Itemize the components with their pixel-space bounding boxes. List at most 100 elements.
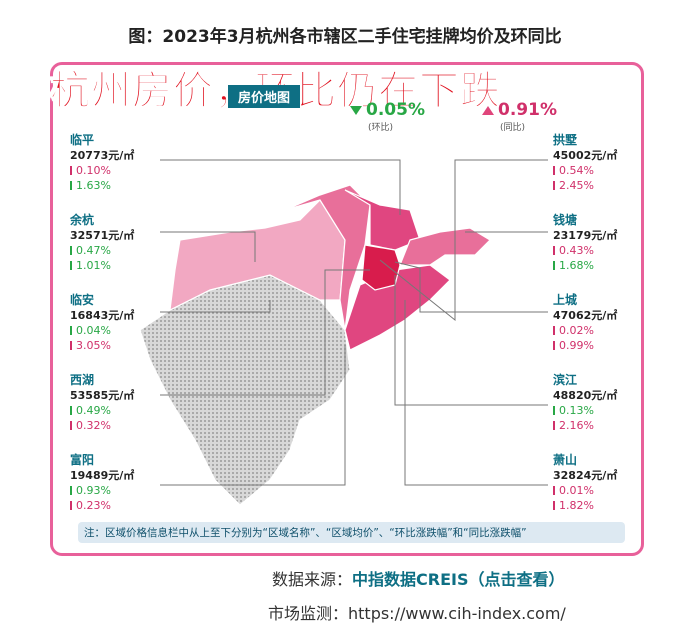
- change-arrow: [553, 421, 555, 430]
- price-value: 20773: [70, 149, 109, 162]
- district: 拱墅 45002元/㎡ 0.54% 2.45%: [553, 133, 617, 193]
- price-value: 53585: [70, 389, 109, 402]
- price-value: 47062: [553, 309, 592, 322]
- district: 余杭 32571元/㎡ 0.47% 1.01%: [70, 213, 134, 273]
- price-value: 23179: [553, 229, 592, 242]
- change-arrow: [70, 166, 72, 175]
- price-value: 48820: [553, 389, 592, 402]
- change-value: 2.45%: [559, 179, 594, 192]
- change-arrow: [553, 261, 555, 270]
- summary-label: (同比): [500, 123, 526, 133]
- change-value: 0.93%: [76, 484, 111, 497]
- change-arrow: [553, 501, 555, 510]
- price-value: 45002: [553, 149, 592, 162]
- change-value: 0.99%: [559, 339, 594, 352]
- district-name: 滨江: [553, 373, 578, 387]
- district-name: 拱墅: [553, 133, 578, 147]
- district-price: 19489元/㎡: [70, 468, 134, 483]
- connector: [404, 300, 548, 486]
- connector: [160, 300, 271, 313]
- source-label: 数据来源：: [272, 570, 353, 589]
- change-arrow: [70, 486, 72, 495]
- connector: [160, 345, 346, 486]
- summary-arrow: [350, 105, 362, 115]
- region-center: [361, 244, 401, 291]
- price-unit: 元/㎡: [108, 389, 135, 402]
- district-name: 萧山: [553, 453, 578, 467]
- price-value: 32571: [70, 229, 109, 242]
- change-value: 0.47%: [76, 244, 111, 257]
- change-yoy: 1.68%: [553, 258, 617, 273]
- district-name: 西湖: [70, 373, 95, 387]
- connector: [160, 231, 256, 262]
- source-link[interactable]: 中指数据CREIS（点击查看）: [352, 570, 565, 589]
- change-yoy: 3.05%: [70, 338, 134, 353]
- change-mom: 0.47%: [70, 243, 134, 258]
- change-yoy: 1.82%: [553, 498, 617, 513]
- connector: [394, 275, 548, 406]
- price-value: 16843: [70, 309, 109, 322]
- change-yoy: 2.45%: [553, 178, 617, 193]
- price-unit: 元/㎡: [108, 149, 135, 162]
- price-unit: 元/㎡: [108, 309, 135, 322]
- district: 滨江 48820元/㎡ 0.13% 2.16%: [553, 373, 617, 433]
- change-value: 1.68%: [559, 259, 594, 272]
- price-value: 19489: [70, 469, 109, 482]
- change-value: 1.63%: [76, 179, 111, 192]
- connector: [160, 269, 370, 396]
- change-yoy: 0.32%: [70, 418, 134, 433]
- change-yoy: 2.16%: [553, 418, 617, 433]
- change-value: 2.16%: [559, 419, 594, 432]
- change-arrow: [553, 341, 555, 350]
- connector: [394, 261, 548, 313]
- price-unit: 元/㎡: [108, 229, 135, 242]
- district: 临安 16843元/㎡ 0.04% 3.05%: [70, 293, 134, 353]
- region-xiaoshan: [344, 264, 451, 351]
- district-price: 45002元/㎡: [553, 148, 617, 163]
- district: 钱塘 23179元/㎡ 0.43% 1.68%: [553, 213, 617, 273]
- change-mom: 0.54%: [553, 163, 617, 178]
- change-mom: 0.01%: [553, 483, 617, 498]
- summary-change: 0.91%: [498, 100, 557, 120]
- district-name: 钱塘: [553, 213, 578, 227]
- district-name: 余杭: [70, 213, 95, 227]
- change-mom: 0.13%: [553, 403, 617, 418]
- change-yoy: 1.01%: [70, 258, 134, 273]
- district: 临平 20773元/㎡ 0.10% 1.63%: [70, 133, 134, 193]
- change-value: 1.82%: [559, 499, 594, 512]
- change-mom: 0.49%: [70, 403, 134, 418]
- change-mom: 0.04%: [70, 323, 134, 338]
- region-qiantang: [399, 227, 491, 266]
- change-value: 0.54%: [559, 164, 594, 177]
- change-arrow: [70, 181, 72, 190]
- monitor: 市场监测：https://www.cih-index.com/: [268, 604, 566, 623]
- summary-item: 0.05% (环比): [350, 100, 425, 133]
- district-name: 上城: [553, 293, 578, 307]
- district-price: 16843元/㎡: [70, 308, 134, 323]
- change-arrow: [553, 486, 555, 495]
- change-arrow: [70, 246, 72, 255]
- change-mom: 0.93%: [70, 483, 134, 498]
- change-mom: 0.02%: [553, 323, 617, 338]
- price-unit: 元/㎡: [591, 309, 618, 322]
- district-price: 32824元/㎡: [553, 468, 617, 483]
- map-header: 房价地图: [228, 85, 301, 108]
- change-yoy: 0.99%: [553, 338, 617, 353]
- connector: [379, 159, 548, 322]
- summary-change: 0.05%: [366, 100, 425, 120]
- price-unit: 元/㎡: [591, 229, 618, 242]
- change-value: 0.13%: [559, 404, 594, 417]
- price-unit: 元/㎡: [591, 469, 618, 482]
- summary-label: (环比): [368, 123, 394, 133]
- change-yoy: 1.63%: [70, 178, 134, 193]
- summary-item: 0.91% (同比): [482, 100, 557, 133]
- district-name: 临安: [70, 293, 95, 307]
- change-value: 0.01%: [559, 484, 594, 497]
- change-value: 0.32%: [76, 419, 111, 432]
- change-value: 0.10%: [76, 164, 111, 177]
- change-value: 0.23%: [76, 499, 111, 512]
- note: 注：区域价格信息栏中从上至下分别为“区域名称”、“区域均价”、“环比涨跌幅”和“…: [78, 522, 625, 543]
- district-name: 临平: [70, 133, 95, 147]
